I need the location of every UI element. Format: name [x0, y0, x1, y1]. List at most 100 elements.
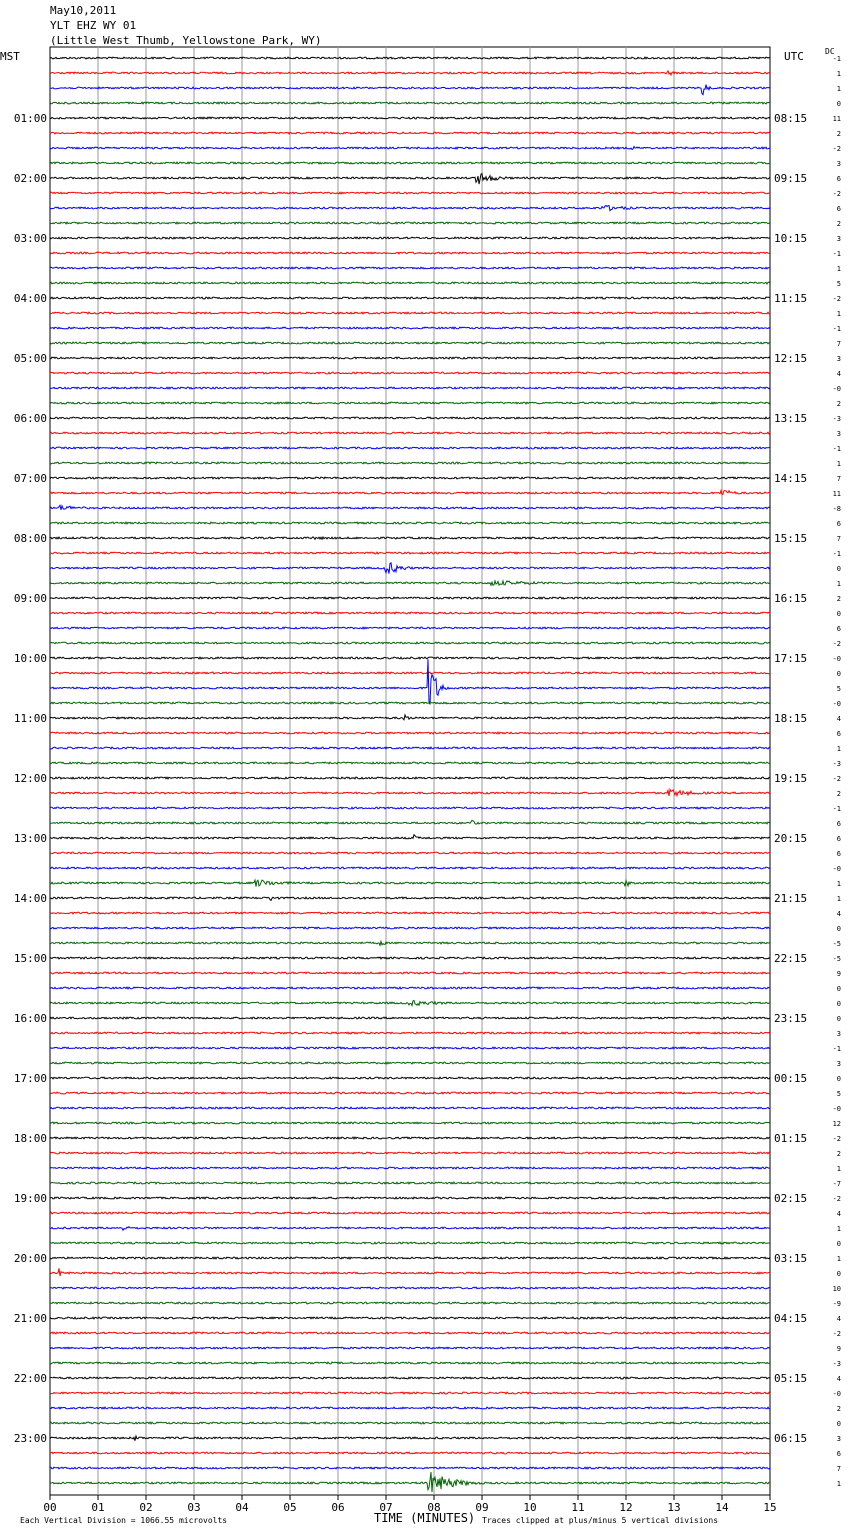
trace-line: [49, 416, 771, 420]
dc-offset-label: 6: [837, 820, 841, 828]
dc-offset-label: 3: [837, 1435, 841, 1443]
dc-offset-label: 7: [837, 535, 841, 543]
trace-line: [49, 356, 771, 360]
dc-offset-label: 4: [837, 1210, 841, 1218]
dc-offset-label: 3: [837, 355, 841, 363]
trace-line: [49, 341, 770, 345]
dc-offset-label: -1: [833, 550, 841, 558]
trace-line: [49, 221, 771, 225]
trace-line: [49, 296, 771, 300]
trace-line: [49, 326, 771, 330]
trace-line: [49, 896, 771, 902]
dc-offset-label: -1: [833, 250, 841, 258]
dc-offset-label: -2: [833, 1135, 841, 1143]
dc-offset-label: -2: [833, 640, 841, 648]
dc-offset-label: 10: [833, 1285, 841, 1293]
trace-line: [49, 1181, 771, 1185]
mst-hour-label: 13:00: [14, 832, 47, 845]
trace-line: [49, 596, 771, 600]
utc-hour-label: 12:15: [774, 352, 807, 365]
utc-hour-label: 23:15: [774, 1012, 807, 1025]
utc-hour-label: 17:15: [774, 652, 807, 665]
dc-offset-label: -8: [833, 505, 841, 513]
dc-offset-label: -0: [833, 865, 841, 873]
dc-offset-label: 2: [837, 1405, 841, 1413]
dc-offset-label: 6: [837, 175, 841, 183]
dc-offset-label: 0: [837, 670, 841, 678]
trace-line: [49, 806, 771, 810]
dc-offset-label: -3: [833, 760, 841, 768]
dc-offset-label: 3: [837, 235, 841, 243]
mst-hour-label: 14:00: [14, 892, 47, 905]
trace-line: [49, 386, 771, 390]
utc-hour-label: 01:15: [774, 1132, 807, 1145]
trace-line: [50, 641, 771, 645]
trace-line: [49, 1361, 771, 1365]
trace-line: [49, 611, 771, 615]
trace-line: [49, 1316, 771, 1320]
mst-hour-label: 06:00: [14, 412, 47, 425]
mst-hour-label: 10:00: [14, 652, 47, 665]
dc-offset-label: 6: [837, 1450, 841, 1458]
trace-line: [49, 204, 771, 212]
trace-line: [50, 911, 771, 915]
mst-hour-label: 09:00: [14, 592, 47, 605]
mst-hour-label: 01:00: [14, 112, 47, 125]
trace-line: [49, 926, 771, 930]
dc-offset-label: -0: [833, 655, 841, 663]
dc-offset-label: 4: [837, 910, 841, 918]
dc-offset-label: -2: [833, 145, 841, 153]
trace-line: [49, 1331, 770, 1335]
trace-line: [49, 476, 771, 480]
dc-offset-label: 5: [837, 280, 841, 288]
dc-offset-label: 4: [837, 370, 841, 378]
x-tick-label: 04: [235, 1501, 249, 1514]
utc-hour-label: 21:15: [774, 892, 807, 905]
dc-offset-label: 6: [837, 205, 841, 213]
trace-line: [49, 1286, 771, 1290]
dc-offset-label: -2: [833, 1330, 841, 1338]
dc-offset-label: -5: [833, 940, 841, 948]
dc-label: DC: [825, 47, 835, 56]
station-location: (Little West Thumb, Yellowstone Park, WY…: [50, 34, 322, 47]
station-code: YLT EHZ WY 01: [50, 19, 137, 32]
dc-offset-label: 2: [837, 1150, 841, 1158]
mst-hour-label: 23:00: [14, 1432, 47, 1445]
dc-offset-label: 6: [837, 520, 841, 528]
dc-offset-label: 6: [837, 835, 841, 843]
trace-line: [49, 561, 771, 575]
utc-hour-label: 20:15: [774, 832, 807, 845]
trace-line: [50, 1466, 771, 1470]
trace-line: [49, 488, 771, 496]
mst-hour-label: 05:00: [14, 352, 47, 365]
trace-line: [49, 1346, 771, 1350]
dc-offset-label: 0: [837, 985, 841, 993]
trace-line: [49, 1268, 770, 1277]
trace-line: [49, 1241, 770, 1245]
dc-offset-label: 0: [837, 1015, 841, 1023]
utc-hour-label: 11:15: [774, 292, 807, 305]
scale-note: Each Vertical Division = 1066.55 microvo…: [20, 1516, 228, 1525]
dc-offset-label: 3: [837, 1030, 841, 1038]
utc-hour-label: 09:15: [774, 172, 807, 185]
mst-hour-label: 02:00: [14, 172, 47, 185]
dc-offset-label: 0: [837, 1240, 841, 1248]
x-tick-label: 05: [283, 1501, 296, 1514]
trace-line: [49, 1434, 771, 1441]
trace-line: [49, 535, 770, 541]
trace-line: [50, 819, 771, 825]
trace-line: [49, 266, 771, 270]
x-tick-label: 06: [331, 1501, 344, 1514]
trace-line: [49, 1061, 771, 1065]
dc-offset-label: 1: [837, 745, 841, 753]
dc-offset-label: 11: [833, 115, 841, 123]
dc-offset-label: -2: [833, 775, 841, 783]
utc-hour-label: 16:15: [774, 592, 807, 605]
trace-line: [49, 161, 771, 165]
dc-offset-label: -1: [833, 445, 841, 453]
dc-offset-label: 2: [837, 220, 841, 228]
dc-offset-label: 3: [837, 1060, 841, 1068]
dc-offset-label: 4: [837, 1315, 841, 1323]
x-tick-label: 11: [571, 1501, 584, 1514]
